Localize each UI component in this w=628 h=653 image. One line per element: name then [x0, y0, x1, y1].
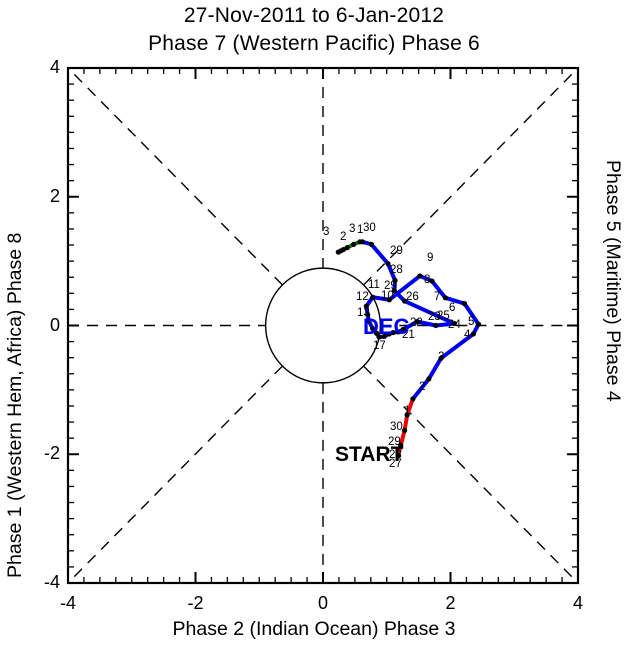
chart-title: 27-Nov-2011 to 6-Jan-2012: [183, 4, 445, 27]
x-tick-label: -4: [59, 593, 76, 613]
x-tick-label: 2: [445, 593, 456, 613]
chart-subtitle: Phase 7 (Western Pacific) Phase 6: [148, 32, 480, 55]
day-label: 28: [390, 264, 403, 276]
day-label: 28: [389, 449, 402, 461]
day-label: 3: [438, 351, 445, 363]
y-tick-label: 2: [49, 185, 60, 206]
day-label: 1: [404, 405, 411, 417]
day-label: 29: [390, 245, 403, 257]
day-label: 10: [381, 290, 394, 302]
day-label: 1: [357, 224, 364, 236]
day-label: 13: [357, 307, 370, 319]
day-label: 6: [449, 302, 456, 314]
y-axis-label-left: Phase 1 (Western Hem, Africa) Phase 8: [4, 232, 26, 578]
x-tick-label: -2: [187, 593, 204, 613]
day-label: 27: [389, 458, 402, 470]
day-label: 17: [373, 340, 386, 352]
day-label: 23: [428, 311, 441, 323]
day-label: 21: [402, 329, 415, 341]
day-label: 26: [406, 291, 419, 303]
day-label: 25: [437, 310, 450, 322]
x-tick-label: 4: [572, 593, 583, 613]
day-label: 4: [464, 329, 471, 341]
x-tick-label: 0: [317, 593, 328, 613]
day-label: 8: [424, 274, 431, 286]
day-label: 5: [468, 316, 475, 328]
day-label: 30: [363, 222, 376, 234]
day-label: 2: [419, 381, 426, 393]
day-label: 3: [323, 226, 330, 238]
x-axis-label: Phase 2 (Indian Ocean) Phase 3: [172, 618, 456, 640]
y-tick-label: -2: [43, 443, 60, 464]
day-label: 3: [349, 223, 356, 235]
day-label: 11: [368, 279, 380, 291]
day-label: 29: [388, 436, 401, 448]
y-tick-label: 4: [49, 57, 60, 77]
day-label: 29: [384, 280, 397, 292]
y-tick-label: 0: [49, 314, 60, 335]
day-label: 24: [448, 319, 461, 331]
day-label: 22: [410, 317, 423, 329]
start-label: START: [335, 443, 404, 466]
day-label: 2: [340, 231, 347, 243]
month-label-dec: DEC: [363, 314, 410, 339]
y-tick-label: -4: [43, 572, 60, 592]
day-label: 9: [427, 252, 434, 264]
y-axis-label-right: Phase 5 (Maritime) Phase 4: [602, 160, 624, 402]
day-label: 30: [390, 421, 403, 433]
day-label: 12: [356, 291, 369, 303]
day-label: 7: [434, 291, 441, 303]
